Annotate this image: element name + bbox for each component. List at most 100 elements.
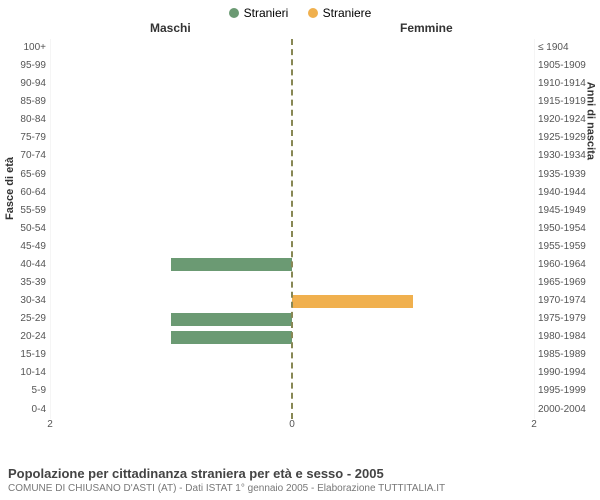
bar-row (50, 75, 292, 93)
y-tick-age: 30-34 (6, 292, 46, 310)
bar-row (292, 274, 534, 292)
y-tick-birth: 1925-1929 (538, 129, 594, 147)
y-tick-birth: 1955-1959 (538, 238, 594, 256)
x-tick: 0 (289, 419, 295, 430)
y-tick-birth: 1985-1989 (538, 346, 594, 364)
population-pyramid-chart: Stranieri Straniere Maschi Femmine Fasce… (0, 0, 600, 500)
y-tick-birth: 1945-1949 (538, 202, 594, 220)
y-tick-age: 70-74 (6, 147, 46, 165)
y-tick-birth: 1935-1939 (538, 166, 594, 184)
y-tick-age: 95-99 (6, 57, 46, 75)
y-tick-birth: 1995-1999 (538, 382, 594, 400)
legend-label-male: Stranieri (244, 6, 289, 20)
bar-row (50, 256, 292, 274)
y-tick-age: 40-44 (6, 256, 46, 274)
y-tick-birth: 1970-1974 (538, 292, 594, 310)
subtitle-female: Femmine (400, 21, 453, 35)
x-tick: 2 (531, 419, 537, 430)
bar-row (292, 238, 534, 256)
bar-row (292, 292, 534, 310)
y-tick-birth: 2000-2004 (538, 401, 594, 419)
y-tick-age: 85-89 (6, 93, 46, 111)
subtitle-male: Maschi (150, 21, 191, 35)
y-tick-birth: 1910-1914 (538, 75, 594, 93)
legend-item-female: Straniere (308, 6, 372, 20)
bar-row (292, 310, 534, 328)
bar-row (292, 401, 534, 419)
y-tick-age: 60-64 (6, 184, 46, 202)
bar-row (292, 256, 534, 274)
y-tick-birth: 1950-1954 (538, 220, 594, 238)
y-tick-age: 25-29 (6, 310, 46, 328)
plot-area: 100+95-9990-9485-8980-8475-7970-7465-696… (50, 39, 534, 419)
bar-row (50, 274, 292, 292)
chart-subtitle: COMUNE DI CHIUSANO D'ASTI (AT) - Dati IS… (8, 483, 445, 494)
bar-row (292, 75, 534, 93)
bar-row (292, 184, 534, 202)
bar-row (292, 220, 534, 238)
y-tick-birth: 1990-1994 (538, 364, 594, 382)
bar-row (292, 93, 534, 111)
bar-row (50, 147, 292, 165)
bar-female (292, 295, 413, 308)
y-tick-age: 0-4 (6, 401, 46, 419)
y-tick-age: 100+ (6, 39, 46, 57)
bar-row (50, 310, 292, 328)
bar-row (292, 39, 534, 57)
bar-row (50, 93, 292, 111)
x-axis: 2 0 2 (50, 419, 534, 435)
bar-row (50, 202, 292, 220)
bar-row (50, 129, 292, 147)
bar-row (50, 346, 292, 364)
bar-row (292, 111, 534, 129)
y-tick-age: 45-49 (6, 238, 46, 256)
bar-row (292, 202, 534, 220)
y-axis-right: ≤ 19041905-19091910-19141915-19191920-19… (538, 39, 594, 419)
bar-row (292, 328, 534, 346)
y-tick-age: 5-9 (6, 382, 46, 400)
legend: Stranieri Straniere (0, 0, 600, 21)
bar-row (292, 166, 534, 184)
bar-row (292, 147, 534, 165)
chart-title: Popolazione per cittadinanza straniera p… (8, 466, 445, 481)
y-tick-birth: 1915-1919 (538, 93, 594, 111)
bar-row (50, 220, 292, 238)
legend-swatch-female (308, 8, 318, 18)
y-tick-birth: 1980-1984 (538, 328, 594, 346)
center-divider (291, 39, 293, 419)
y-tick-birth: 1965-1969 (538, 274, 594, 292)
bar-row (50, 328, 292, 346)
bar-row (50, 292, 292, 310)
legend-label-female: Straniere (323, 6, 372, 20)
y-tick-age: 35-39 (6, 274, 46, 292)
y-tick-birth: 1940-1944 (538, 184, 594, 202)
bar-row (292, 57, 534, 75)
chart-footer: Popolazione per cittadinanza straniera p… (8, 466, 445, 494)
y-tick-age: 10-14 (6, 364, 46, 382)
y-tick-age: 50-54 (6, 220, 46, 238)
bar-row (292, 382, 534, 400)
bar-row (50, 382, 292, 400)
y-tick-birth: 1920-1924 (538, 111, 594, 129)
bar-row (292, 364, 534, 382)
bar-male (171, 331, 292, 344)
y-tick-age: 75-79 (6, 129, 46, 147)
y-tick-age: 65-69 (6, 166, 46, 184)
bar-row (50, 111, 292, 129)
bar-row (50, 57, 292, 75)
x-tick: 2 (47, 419, 53, 430)
legend-swatch-male (229, 8, 239, 18)
y-tick-birth: 1975-1979 (538, 310, 594, 328)
female-half (292, 39, 534, 419)
bar-row (50, 401, 292, 419)
y-tick-birth: ≤ 1904 (538, 39, 594, 57)
y-tick-age: 20-24 (6, 328, 46, 346)
y-tick-birth: 1960-1964 (538, 256, 594, 274)
bar-row (50, 238, 292, 256)
y-tick-birth: 1905-1909 (538, 57, 594, 75)
subtitles: Maschi Femmine (0, 21, 600, 39)
bar-row (50, 39, 292, 57)
y-axis-left: 100+95-9990-9485-8980-8475-7970-7465-696… (6, 39, 46, 419)
y-tick-age: 15-19 (6, 346, 46, 364)
y-tick-age: 55-59 (6, 202, 46, 220)
